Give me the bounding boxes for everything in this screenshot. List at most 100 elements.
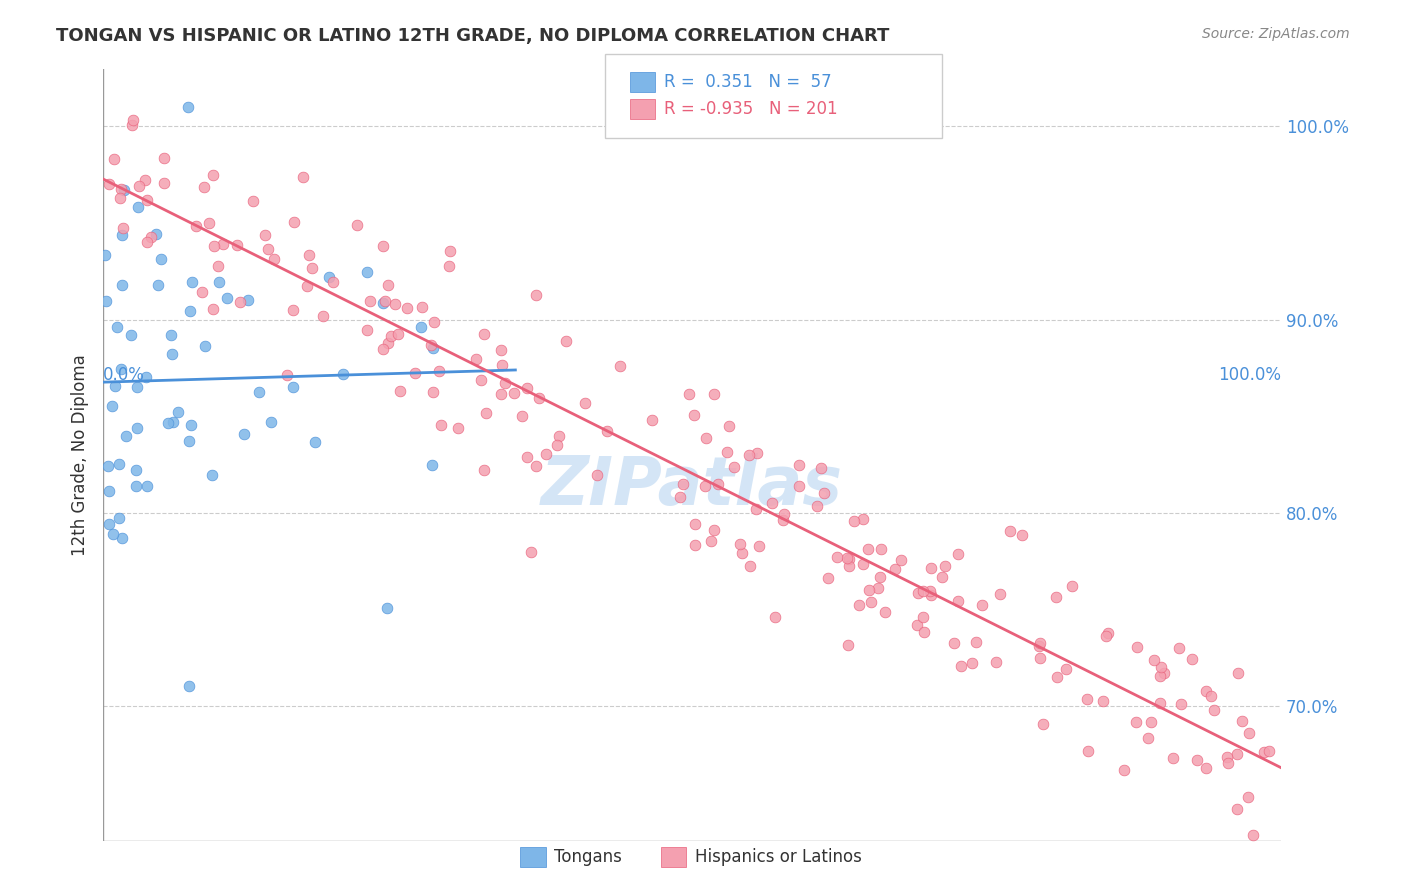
- Hispanics or Latinos: [728, 537, 751, 551]
- Hispanics or Latinos: [1092, 694, 1115, 708]
- Hispanics or Latinos: [297, 248, 319, 262]
- Tongans: [208, 276, 231, 290]
- Hispanics or Latinos: [446, 421, 468, 435]
- Hispanics or Latinos: [429, 417, 451, 432]
- Hispanics or Latinos: [202, 301, 225, 316]
- Hispanics or Latinos: [516, 450, 538, 464]
- Hispanics or Latinos: [141, 229, 163, 244]
- Hispanics or Latinos: [283, 215, 305, 229]
- Hispanics or Latinos: [380, 329, 402, 343]
- Hispanics or Latinos: [1161, 751, 1184, 765]
- Hispanics or Latinos: [723, 459, 745, 474]
- Tongans: [104, 378, 127, 392]
- Tongans: [177, 679, 200, 693]
- Hispanics or Latinos: [475, 406, 498, 420]
- Text: 0.0%: 0.0%: [103, 366, 145, 384]
- Tongans: [179, 434, 201, 448]
- Hispanics or Latinos: [491, 359, 513, 373]
- Tongans: [149, 252, 172, 266]
- Tongans: [281, 380, 304, 394]
- Tongans: [101, 527, 124, 541]
- Hispanics or Latinos: [202, 239, 225, 253]
- Hispanics or Latinos: [1125, 640, 1147, 654]
- Hispanics or Latinos: [934, 559, 956, 574]
- Hispanics or Latinos: [773, 507, 796, 521]
- Hispanics or Latinos: [703, 387, 725, 401]
- Hispanics or Latinos: [586, 468, 609, 483]
- Hispanics or Latinos: [437, 259, 460, 273]
- Hispanics or Latinos: [1215, 749, 1237, 764]
- Hispanics or Latinos: [920, 588, 942, 602]
- Hispanics or Latinos: [152, 151, 174, 165]
- Hispanics or Latinos: [761, 495, 783, 509]
- Tongans: [111, 277, 134, 292]
- Hispanics or Latinos: [524, 287, 547, 301]
- Tongans: [260, 415, 283, 429]
- Hispanics or Latinos: [707, 476, 730, 491]
- Hispanics or Latinos: [1029, 636, 1052, 650]
- Tongans: [162, 415, 184, 429]
- Hispanics or Latinos: [263, 252, 285, 266]
- Hispanics or Latinos: [1094, 629, 1116, 643]
- Tongans: [217, 291, 239, 305]
- Hispanics or Latinos: [191, 285, 214, 299]
- Tongans: [105, 320, 128, 334]
- Hispanics or Latinos: [609, 359, 631, 374]
- Tongans: [194, 339, 217, 353]
- Hispanics or Latinos: [1097, 625, 1119, 640]
- Hispanics or Latinos: [965, 634, 987, 648]
- Hispanics or Latinos: [745, 446, 768, 460]
- Hispanics or Latinos: [377, 336, 399, 351]
- Hispanics or Latinos: [312, 310, 335, 324]
- Hispanics or Latinos: [848, 598, 870, 612]
- Hispanics or Latinos: [1125, 714, 1147, 729]
- Hispanics or Latinos: [1167, 641, 1189, 656]
- Hispanics or Latinos: [524, 458, 547, 473]
- Tongans: [125, 479, 148, 493]
- Hispanics or Latinos: [852, 512, 875, 526]
- Hispanics or Latinos: [1076, 691, 1098, 706]
- Hispanics or Latinos: [225, 237, 247, 252]
- Hispanics or Latinos: [682, 409, 704, 423]
- Hispanics or Latinos: [1054, 662, 1077, 676]
- Hispanics or Latinos: [1258, 744, 1281, 758]
- Text: Source: ZipAtlas.com: Source: ZipAtlas.com: [1202, 27, 1350, 41]
- Tongans: [114, 429, 136, 443]
- Hispanics or Latinos: [869, 542, 891, 557]
- Hispanics or Latinos: [281, 303, 304, 318]
- Hispanics or Latinos: [912, 624, 935, 639]
- Tongans: [135, 370, 157, 384]
- Hispanics or Latinos: [1149, 668, 1171, 682]
- Tongans: [145, 227, 167, 241]
- Hispanics or Latinos: [911, 583, 934, 598]
- Hispanics or Latinos: [949, 659, 972, 673]
- Tongans: [127, 380, 149, 394]
- Hispanics or Latinos: [1202, 702, 1225, 716]
- Tongans: [124, 463, 146, 477]
- Hispanics or Latinos: [1077, 744, 1099, 758]
- Hispanics or Latinos: [1060, 579, 1083, 593]
- Hispanics or Latinos: [1140, 714, 1163, 729]
- Hispanics or Latinos: [918, 584, 941, 599]
- Tongans: [156, 416, 179, 430]
- Hispanics or Latinos: [806, 499, 828, 513]
- Hispanics or Latinos: [128, 179, 150, 194]
- Hispanics or Latinos: [134, 173, 156, 187]
- Text: R =  0.351   N =  57: R = 0.351 N = 57: [664, 73, 831, 91]
- Hispanics or Latinos: [1032, 717, 1054, 731]
- Hispanics or Latinos: [472, 463, 495, 477]
- Hispanics or Latinos: [276, 368, 298, 382]
- Text: TONGAN VS HISPANIC OR LATINO 12TH GRADE, NO DIPLOMA CORRELATION CHART: TONGAN VS HISPANIC OR LATINO 12TH GRADE,…: [56, 27, 890, 45]
- Tongans: [127, 421, 149, 435]
- Hispanics or Latinos: [377, 278, 399, 293]
- Tongans: [111, 531, 134, 545]
- Tongans: [409, 320, 432, 334]
- Hispanics or Latinos: [1149, 697, 1171, 711]
- Hispanics or Latinos: [489, 387, 512, 401]
- Hispanics or Latinos: [738, 449, 761, 463]
- Hispanics or Latinos: [1253, 745, 1275, 759]
- Hispanics or Latinos: [346, 218, 368, 232]
- Hispanics or Latinos: [291, 169, 314, 184]
- Hispanics or Latinos: [297, 279, 319, 293]
- Hispanics or Latinos: [254, 227, 277, 242]
